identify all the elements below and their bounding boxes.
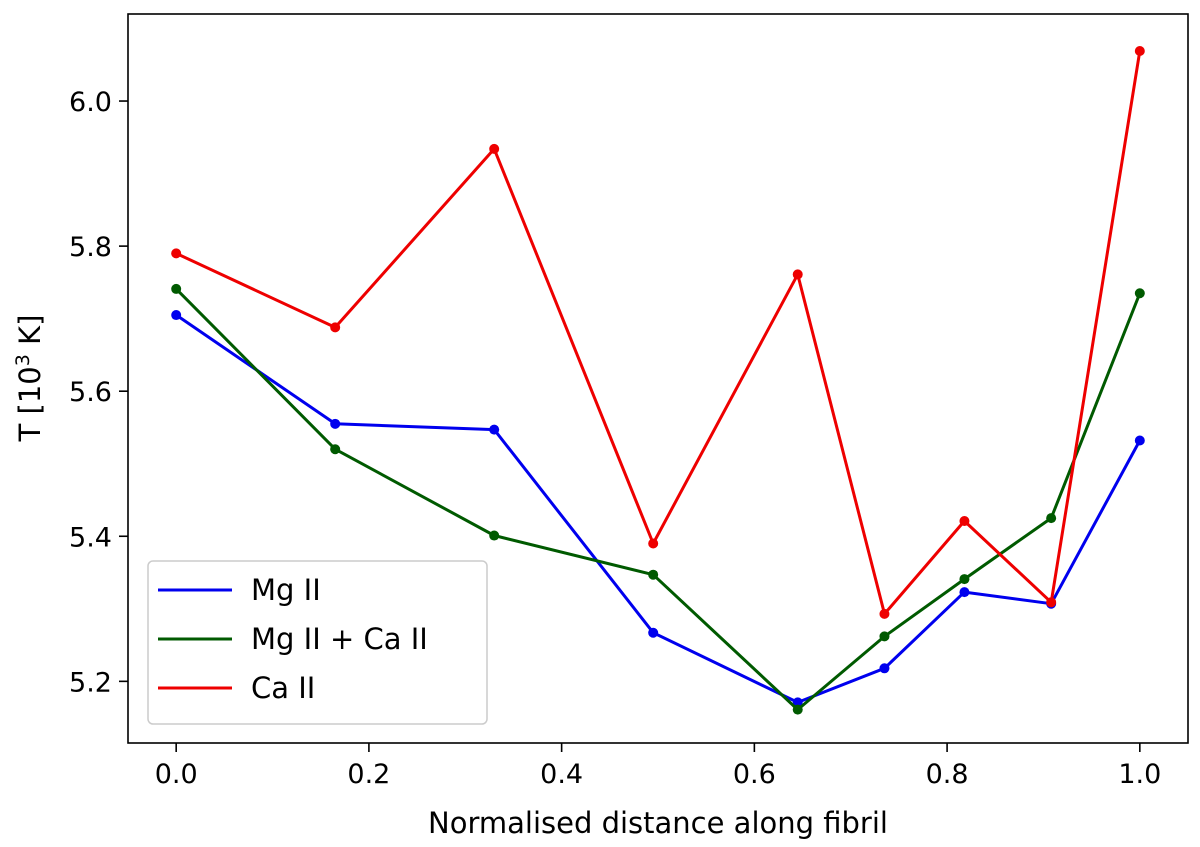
data-point-ca-ii xyxy=(1134,45,1145,56)
data-point-mg-ii-ca-ii xyxy=(489,530,500,541)
x-tick-label: 0.8 xyxy=(926,759,969,790)
data-point-mg-ii-ca-ii xyxy=(879,631,890,642)
y-tick-label: 6.0 xyxy=(69,87,112,118)
data-point-mg-ii-ca-ii xyxy=(171,283,182,294)
x-axis-ticks: 0.0 0.2 0.4 0.6 0.8 1.0 xyxy=(155,743,1161,790)
data-point-mg-ii xyxy=(171,310,182,321)
data-point-mg-ii-ca-ii xyxy=(792,704,803,715)
y-tick-label: 5.8 xyxy=(69,232,112,263)
y-tick-label: 5.4 xyxy=(69,522,112,553)
data-point-mg-ii-ca-ii xyxy=(1046,513,1057,524)
series-layer xyxy=(171,45,1145,715)
legend-box xyxy=(147,560,488,725)
legend-label-mg-ii: Mg II xyxy=(251,573,321,607)
data-point-ca-ii xyxy=(879,608,890,619)
legend: Mg II Mg II + Ca II Ca II xyxy=(147,560,488,725)
x-axis-label: Normalised distance along fibril xyxy=(428,806,888,840)
y-axis-ticks: 5.2 5.4 5.6 5.8 6.0 xyxy=(69,87,128,698)
data-point-mg-ii xyxy=(489,424,500,435)
y-axis-label-suffix: K] xyxy=(13,315,47,355)
plot-frame xyxy=(127,13,1189,744)
data-point-mg-ii xyxy=(648,627,659,638)
data-point-ca-ii xyxy=(792,269,803,280)
y-axis-label-superscript: 3 xyxy=(12,354,34,366)
data-point-mg-ii xyxy=(792,697,803,708)
legend-label-mg-ii-ca-ii: Mg II + Ca II xyxy=(251,622,428,656)
x-tick-label: 1.0 xyxy=(1118,759,1161,790)
x-tick-label: 0.2 xyxy=(347,759,390,790)
series-line-ca-ii xyxy=(175,50,1142,616)
data-point-ca-ii xyxy=(1046,597,1057,608)
y-axis-label-prefix: T [10 xyxy=(13,366,47,442)
y-axis-label: T [103 K] xyxy=(12,315,47,443)
data-point-mg-ii xyxy=(879,663,890,674)
y-tick-label: 5.2 xyxy=(69,667,112,698)
x-tick-label: 0.0 xyxy=(155,759,198,790)
data-point-mg-ii-ca-ii xyxy=(959,574,970,585)
x-tick-label: 0.4 xyxy=(540,759,583,790)
data-point-mg-ii xyxy=(1134,435,1145,446)
data-point-ca-ii xyxy=(330,322,341,333)
data-point-mg-ii xyxy=(959,587,970,598)
data-point-mg-ii-ca-ii xyxy=(1134,288,1145,299)
data-point-mg-ii xyxy=(330,418,341,429)
data-point-ca-ii xyxy=(171,248,182,259)
data-point-mg-ii-ca-ii xyxy=(648,569,659,580)
y-tick-label: 5.6 xyxy=(69,377,112,408)
data-point-mg-ii-ca-ii xyxy=(330,444,341,455)
legend-label-ca-ii: Ca II xyxy=(251,671,315,705)
data-point-ca-ii xyxy=(959,516,970,527)
data-point-ca-ii xyxy=(489,143,500,154)
x-tick-label: 0.6 xyxy=(733,759,776,790)
data-point-ca-ii xyxy=(648,538,659,549)
